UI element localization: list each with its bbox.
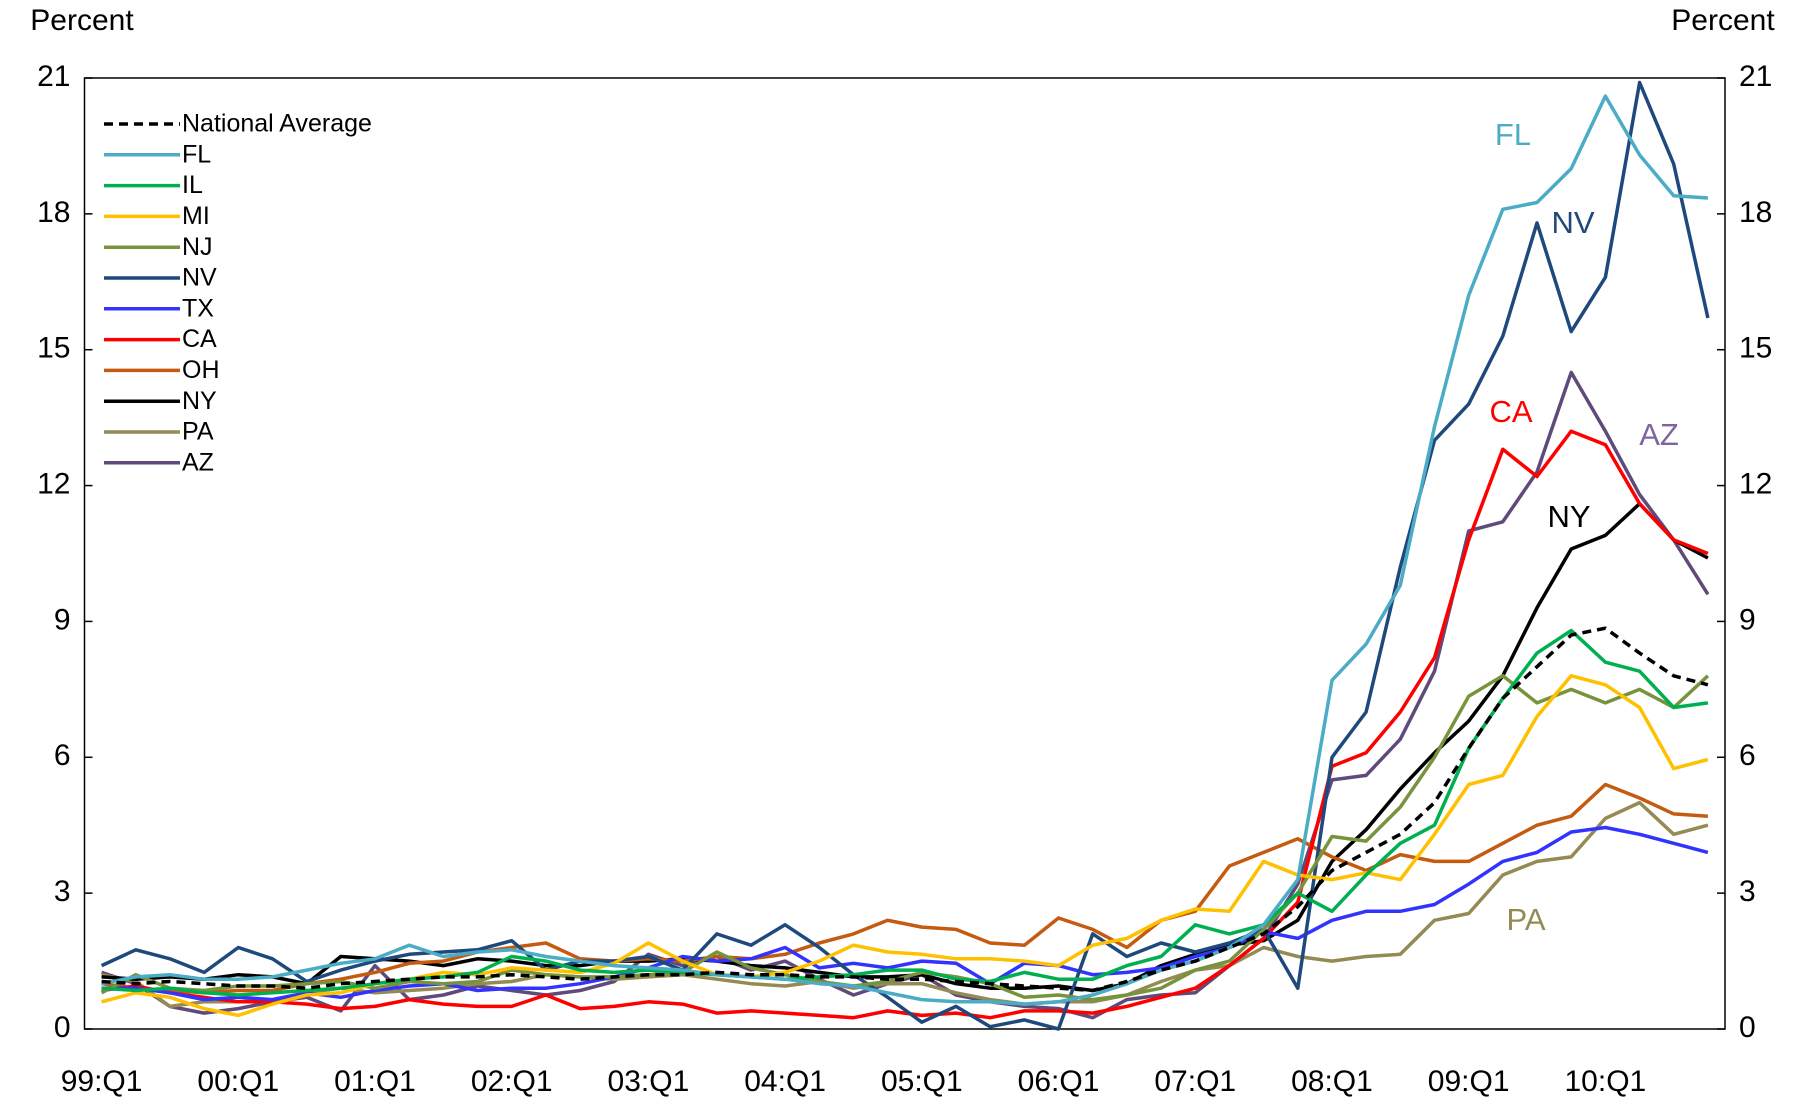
series-line	[101, 825, 1709, 1002]
y2-tick-label: 18	[1739, 196, 1772, 229]
x-tick-label: 00:Q1	[197, 1065, 279, 1098]
annotation: PA	[1506, 902, 1545, 937]
plot-frame	[83, 77, 1726, 1030]
x-tick-label: 09:Q1	[1428, 1065, 1510, 1098]
y-tick-label: 15	[37, 332, 70, 365]
series-line	[101, 94, 1709, 1006]
series-line	[101, 628, 1709, 997]
x-tick-label: 03:Q1	[608, 1065, 690, 1098]
y-tick-label: 3	[54, 875, 71, 908]
legend-label: AZ	[182, 448, 214, 476]
legend-label: IL	[182, 171, 203, 199]
annotation: FL	[1495, 117, 1531, 152]
y-tick-label: 21	[37, 60, 70, 93]
y-tick-label: 9	[54, 603, 71, 636]
y-axis-label: Percent	[30, 4, 134, 37]
y-tick-label: 12	[37, 467, 70, 500]
legend-label: NJ	[182, 233, 213, 261]
x-tick-label: 05:Q1	[881, 1065, 963, 1098]
legend-label: National Average	[182, 110, 372, 138]
y-tick-label: 0	[54, 1011, 71, 1044]
legend-label: MI	[182, 202, 210, 230]
y2-tick-label: 15	[1739, 332, 1772, 365]
y2-tick-label: 12	[1739, 467, 1772, 500]
annotation: NV	[1551, 205, 1594, 240]
legend-label: CA	[182, 325, 217, 353]
legend-label: NV	[182, 264, 217, 292]
legend-label: TX	[182, 294, 214, 322]
x-tick-label: 10:Q1	[1565, 1065, 1647, 1098]
annotation: NY	[1547, 499, 1590, 534]
series-line	[100, 674, 1710, 1002]
legend-label: NY	[182, 387, 217, 415]
series-line	[100, 80, 1710, 1031]
y2-tick-label: 6	[1739, 739, 1756, 772]
legend-label: FL	[182, 140, 211, 168]
x-tick-label: 02:Q1	[471, 1065, 553, 1098]
legend-label: PA	[182, 418, 214, 446]
series-line	[101, 429, 1709, 1020]
y2-tick-label: 3	[1739, 875, 1756, 908]
legend-label: OH	[182, 356, 220, 384]
y2-tick-label: 0	[1739, 1011, 1756, 1044]
y-tick-label: 18	[37, 196, 70, 229]
series-line	[101, 626, 1709, 993]
y2-tick-label: 21	[1739, 60, 1772, 93]
x-tick-label: 07:Q1	[1154, 1065, 1236, 1098]
annotation: CA	[1489, 394, 1532, 429]
y-tick-label: 6	[54, 739, 71, 772]
series-line	[101, 370, 1710, 1020]
x-tick-label: 06:Q1	[1018, 1065, 1100, 1098]
series-line	[101, 501, 1709, 993]
y2-axis-label: Percent	[1671, 4, 1775, 37]
x-tick-label: 08:Q1	[1291, 1065, 1373, 1098]
x-tick-label: 01:Q1	[334, 1065, 416, 1098]
y2-tick-label: 9	[1739, 603, 1756, 636]
x-tick-label: 04:Q1	[744, 1065, 826, 1098]
annotation: AZ	[1639, 417, 1679, 452]
x-tick-label: 99:Q1	[61, 1065, 143, 1098]
series-line	[101, 782, 1709, 995]
